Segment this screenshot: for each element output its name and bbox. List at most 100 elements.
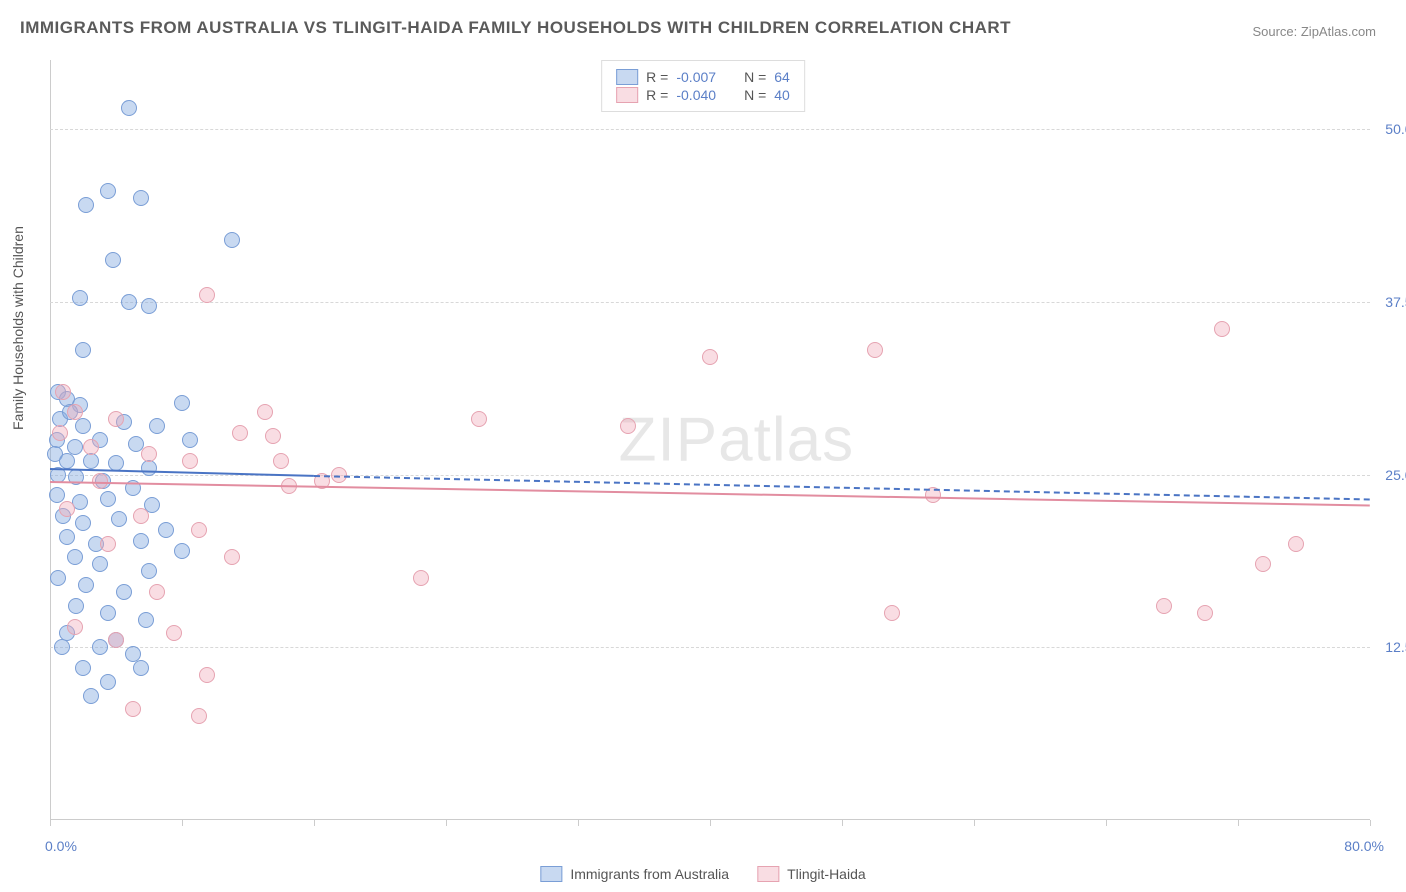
legend-r-label: R =	[646, 69, 668, 85]
scatter-marker	[158, 522, 174, 538]
scatter-marker	[133, 508, 149, 524]
scatter-marker	[174, 543, 190, 559]
scatter-marker	[105, 252, 121, 268]
scatter-marker	[141, 298, 157, 314]
x-tick	[974, 820, 975, 826]
x-tick	[1238, 820, 1239, 826]
scatter-marker	[92, 556, 108, 572]
legend-r-value: -0.007	[676, 69, 716, 85]
scatter-marker	[67, 549, 83, 565]
legend-row: R =-0.040N =40	[616, 87, 790, 103]
x-tick	[182, 820, 183, 826]
legend-correlation: R = -0.007 N = 64R = -0.040 N = 40	[601, 60, 805, 112]
scatter-marker	[108, 632, 124, 648]
scatter-marker	[257, 404, 273, 420]
scatter-marker	[620, 418, 636, 434]
x-tick	[1106, 820, 1107, 826]
scatter-marker	[100, 605, 116, 621]
scatter-marker	[116, 584, 132, 600]
scatter-marker	[83, 688, 99, 704]
scatter-marker	[121, 100, 137, 116]
legend-item: Immigrants from Australia	[540, 866, 729, 882]
legend-r-value: -0.040	[676, 87, 716, 103]
scatter-marker	[182, 432, 198, 448]
plot-area: ZIPatlas 12.5%25.0%37.5%50.0%	[50, 60, 1370, 820]
grid-line	[50, 647, 1370, 648]
x-tick	[314, 820, 315, 826]
scatter-marker	[141, 563, 157, 579]
scatter-marker	[52, 425, 68, 441]
legend-swatch	[616, 87, 638, 103]
legend-label: Tlingit-Haida	[787, 866, 866, 882]
scatter-marker	[100, 674, 116, 690]
scatter-marker	[224, 232, 240, 248]
scatter-marker	[50, 570, 66, 586]
chart-title: IMMIGRANTS FROM AUSTRALIA VS TLINGIT-HAI…	[20, 18, 1011, 38]
y-tick-label: 12.5%	[1385, 639, 1406, 655]
x-tick	[578, 820, 579, 826]
legend-n-label: N =	[744, 87, 766, 103]
source-attribution: Source: ZipAtlas.com	[1252, 24, 1376, 39]
scatter-marker	[111, 511, 127, 527]
legend-swatch	[757, 866, 779, 882]
scatter-marker	[125, 701, 141, 717]
scatter-marker	[191, 708, 207, 724]
scatter-marker	[471, 411, 487, 427]
scatter-marker	[265, 428, 281, 444]
scatter-marker	[100, 183, 116, 199]
scatter-marker	[100, 491, 116, 507]
scatter-marker	[141, 460, 157, 476]
x-tick	[1370, 820, 1371, 826]
x-tick	[50, 820, 51, 826]
scatter-marker	[59, 501, 75, 517]
legend-n-value: 40	[774, 87, 790, 103]
y-tick-label: 25.0%	[1385, 467, 1406, 483]
scatter-marker	[83, 453, 99, 469]
legend-n-label: N =	[744, 69, 766, 85]
scatter-marker	[121, 294, 137, 310]
scatter-marker	[72, 290, 88, 306]
x-tick	[842, 820, 843, 826]
scatter-marker	[54, 639, 70, 655]
scatter-marker	[702, 349, 718, 365]
scatter-marker	[68, 598, 84, 614]
scatter-marker	[100, 536, 116, 552]
scatter-marker	[1214, 321, 1230, 337]
scatter-marker	[224, 549, 240, 565]
scatter-marker	[174, 395, 190, 411]
legend-series: Immigrants from Australia Tlingit-Haida	[540, 866, 865, 882]
scatter-marker	[78, 197, 94, 213]
scatter-marker	[166, 625, 182, 641]
grid-line	[50, 129, 1370, 130]
scatter-marker	[191, 522, 207, 538]
y-axis-label: Family Households with Children	[10, 226, 26, 430]
scatter-marker	[133, 660, 149, 676]
x-max-label: 80.0%	[1344, 838, 1384, 854]
scatter-marker	[78, 577, 94, 593]
scatter-marker	[75, 660, 91, 676]
legend-n-value: 64	[774, 69, 790, 85]
y-tick-label: 50.0%	[1385, 121, 1406, 137]
legend-item: Tlingit-Haida	[757, 866, 866, 882]
scatter-marker	[108, 411, 124, 427]
y-tick-label: 37.5%	[1385, 294, 1406, 310]
scatter-marker	[1156, 598, 1172, 614]
scatter-marker	[1255, 556, 1271, 572]
scatter-marker	[199, 667, 215, 683]
legend-swatch	[616, 69, 638, 85]
legend-row: R = -0.007 N = 64	[616, 69, 790, 85]
scatter-marker	[75, 342, 91, 358]
scatter-marker	[59, 529, 75, 545]
grid-line	[50, 302, 1370, 303]
scatter-marker	[83, 439, 99, 455]
legend-swatch	[540, 866, 562, 882]
watermark: ZIPatlas	[619, 405, 854, 476]
scatter-marker	[413, 570, 429, 586]
scatter-marker	[67, 619, 83, 635]
legend-label: Immigrants from Australia	[570, 866, 729, 882]
scatter-marker	[55, 384, 71, 400]
scatter-marker	[133, 190, 149, 206]
scatter-marker	[75, 418, 91, 434]
scatter-marker	[133, 533, 149, 549]
x-tick	[446, 820, 447, 826]
